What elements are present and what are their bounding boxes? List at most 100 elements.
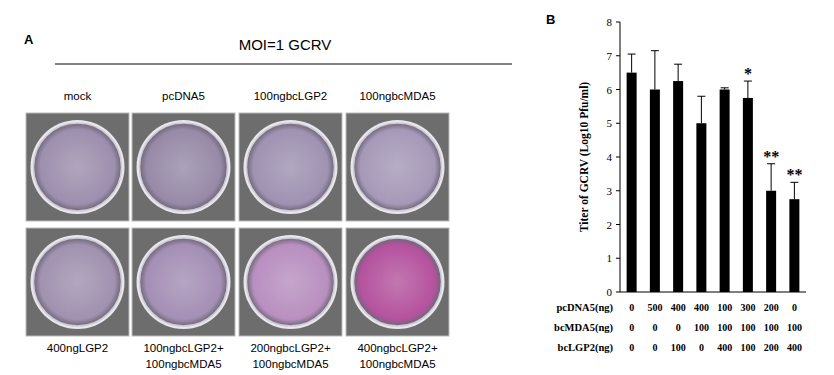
bar (627, 73, 637, 292)
table-cell: 100 (740, 342, 755, 353)
table-cell: 100 (764, 322, 779, 333)
table-row-label: bcLGP2(ng) (558, 342, 614, 354)
well (346, 113, 449, 221)
table-cell: 0 (629, 342, 634, 353)
y-tick-label: 2 (607, 219, 613, 231)
bar (650, 90, 660, 293)
table-cell: 400 (694, 302, 709, 313)
y-tick-label: 8 (607, 16, 613, 28)
well-label: 400ngbcLGP2+ (357, 342, 438, 354)
well-cells (140, 123, 228, 211)
table-cell: 400 (787, 342, 802, 353)
well (26, 113, 129, 221)
error-bar (651, 51, 659, 90)
well-label: 100ngbcMDA5 (145, 358, 221, 370)
table-cell: 0 (629, 322, 634, 333)
table-cell: 400 (717, 342, 732, 353)
table-cell: 0 (629, 302, 634, 313)
panel-label: B (546, 12, 555, 27)
well-frame (346, 113, 449, 221)
bar (743, 98, 753, 292)
title-rule (55, 64, 512, 65)
y-tick (616, 22, 620, 23)
y-tick (616, 123, 620, 124)
y-tick (616, 55, 620, 56)
error-bar (744, 81, 752, 98)
y-axis-label: Titer of GCRV (Log10 Pfu/ml) (578, 82, 591, 233)
well-rim (351, 235, 445, 329)
well-rim (137, 235, 231, 329)
well-label: 100ngbcMDA5 (252, 358, 328, 370)
well-cells (34, 238, 122, 326)
x-axis (620, 292, 806, 293)
well (239, 113, 342, 221)
error-bar (767, 164, 775, 191)
significance: ** (763, 148, 779, 165)
panel-title: MOI=1 GCRV (239, 36, 332, 53)
bar (766, 191, 776, 292)
y-tick (616, 157, 620, 158)
table-cell: 100 (694, 322, 709, 333)
y-tick-label: 0 (607, 286, 613, 298)
y-tick (616, 190, 620, 191)
y-tick (616, 258, 620, 259)
panel-label: A (24, 32, 34, 47)
well-frame (26, 113, 129, 221)
well-frame (26, 228, 129, 336)
well-label: pcDNA5 (162, 90, 205, 102)
well-label: 200ngbcLGP2+ (250, 342, 331, 354)
error-bar (628, 54, 636, 73)
well-cells (247, 123, 335, 211)
y-tick-label: 3 (607, 185, 613, 197)
error-bar (674, 64, 682, 81)
table-cell: 300 (740, 302, 755, 313)
y-tick (616, 89, 620, 90)
well-label: 400ngLGP2 (47, 342, 108, 354)
well-frame (346, 228, 449, 336)
error-bar (721, 88, 729, 90)
bar (696, 123, 706, 292)
well-frame (132, 113, 235, 221)
table-cell: 0 (699, 342, 704, 353)
well (26, 228, 129, 336)
table-cell: 0 (676, 322, 681, 333)
figure: AMOI=1 GCRVmockpcDNA5100ngbcLGP2100ngbcM… (0, 0, 834, 375)
well (346, 228, 449, 336)
significance: ** (786, 166, 802, 183)
well-rim (244, 120, 338, 214)
table-cell: 100 (787, 322, 802, 333)
well-label: 100ngbcMDA5 (359, 358, 435, 370)
plot-area (627, 51, 800, 292)
well-cells (354, 123, 442, 211)
significance: * (744, 65, 752, 82)
table-cell: 100 (717, 322, 732, 333)
well (239, 228, 342, 336)
well-cells (247, 238, 335, 326)
well-label: 100ngbcLGP2+ (143, 342, 224, 354)
table-cell: 0 (652, 322, 657, 333)
y-tick-label: 6 (607, 84, 613, 96)
well-label: 100ngbcLGP2 (254, 90, 328, 102)
error-bar (790, 182, 798, 199)
y-tick (616, 224, 620, 225)
table-cell: 100 (740, 322, 755, 333)
table-row-label: bcMDA5(ng) (554, 322, 613, 334)
well (132, 113, 235, 221)
table-row-label: pcDNA5(ng) (556, 302, 613, 314)
table-cell: 100 (671, 342, 686, 353)
well-frame (132, 228, 235, 336)
well-rim (137, 120, 231, 214)
table-cell: 200 (764, 342, 779, 353)
well-cells (140, 238, 228, 326)
bar (789, 199, 799, 292)
well-rim (31, 235, 125, 329)
bar (720, 90, 730, 293)
well-rim (31, 120, 125, 214)
well-label: 100ngbcMDA5 (359, 90, 435, 102)
table-cell: 500 (647, 302, 662, 313)
well-cells (354, 238, 442, 326)
bar (673, 81, 683, 292)
table-cell: 0 (792, 302, 797, 313)
well-cells (34, 123, 122, 211)
table-cell: 0 (652, 342, 657, 353)
